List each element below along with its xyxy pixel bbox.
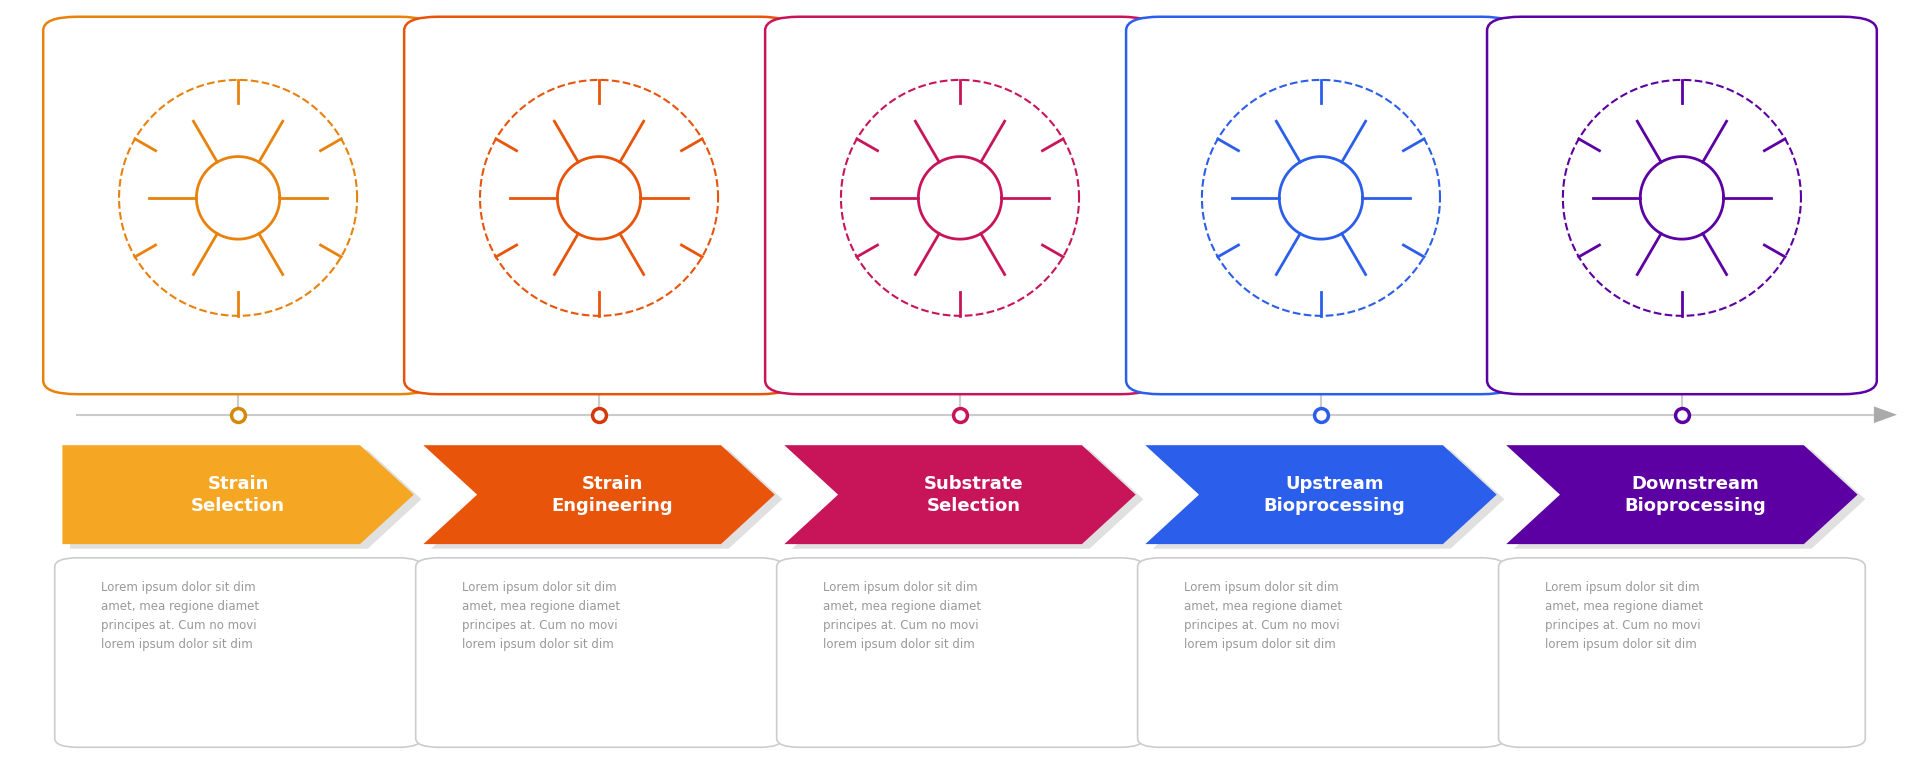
Text: Strain
Selection: Strain Selection	[192, 475, 284, 514]
Text: Lorem ipsum dolor sit dim
amet, mea regione diamet
principes at. Cum no movi
lor: Lorem ipsum dolor sit dim amet, mea regi…	[1183, 581, 1342, 651]
Polygon shape	[1513, 450, 1864, 549]
Polygon shape	[61, 445, 415, 544]
Polygon shape	[71, 450, 422, 549]
Polygon shape	[1874, 406, 1897, 423]
Text: Downstream
Bioprocessing: Downstream Bioprocessing	[1624, 475, 1766, 514]
Polygon shape	[793, 450, 1144, 549]
Text: Lorem ipsum dolor sit dim
amet, mea regione diamet
principes at. Cum no movi
lor: Lorem ipsum dolor sit dim amet, mea regi…	[824, 581, 981, 651]
FancyBboxPatch shape	[1498, 558, 1864, 747]
Text: Lorem ipsum dolor sit dim
amet, mea regione diamet
principes at. Cum no movi
lor: Lorem ipsum dolor sit dim amet, mea regi…	[1544, 581, 1703, 651]
FancyBboxPatch shape	[405, 17, 795, 394]
FancyBboxPatch shape	[54, 558, 420, 747]
Text: Strain
Engineering: Strain Engineering	[551, 475, 674, 514]
Text: Lorem ipsum dolor sit dim
amet, mea regione diamet
principes at. Cum no movi
lor: Lorem ipsum dolor sit dim amet, mea regi…	[463, 581, 620, 651]
Polygon shape	[785, 445, 1137, 544]
Text: Lorem ipsum dolor sit dim
amet, mea regione diamet
principes at. Cum no movi
lor: Lorem ipsum dolor sit dim amet, mea regi…	[102, 581, 259, 651]
Polygon shape	[1144, 445, 1498, 544]
Polygon shape	[422, 445, 776, 544]
FancyBboxPatch shape	[1137, 558, 1505, 747]
Text: Substrate
Selection: Substrate Selection	[924, 475, 1023, 514]
FancyBboxPatch shape	[1125, 17, 1517, 394]
FancyBboxPatch shape	[776, 558, 1144, 747]
FancyBboxPatch shape	[764, 17, 1156, 394]
Polygon shape	[430, 450, 783, 549]
Polygon shape	[1152, 450, 1505, 549]
FancyBboxPatch shape	[1486, 17, 1878, 394]
FancyBboxPatch shape	[44, 17, 432, 394]
Text: Upstream
Bioprocessing: Upstream Bioprocessing	[1263, 475, 1405, 514]
FancyBboxPatch shape	[415, 558, 783, 747]
Polygon shape	[1505, 445, 1859, 544]
